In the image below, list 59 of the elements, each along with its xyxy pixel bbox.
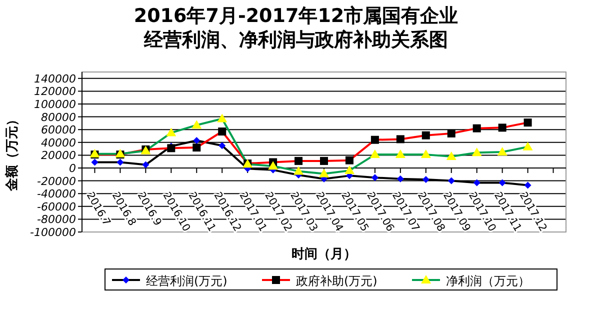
point xyxy=(396,135,404,144)
point xyxy=(371,174,378,182)
point xyxy=(472,124,481,132)
point xyxy=(344,166,354,174)
point xyxy=(319,168,329,178)
point xyxy=(446,151,456,160)
legend-label: 经营利润(万元) xyxy=(146,274,228,288)
y-tick-label: -20000 xyxy=(37,174,76,188)
point xyxy=(218,128,226,136)
point xyxy=(345,156,354,164)
legend-label: 政府补助(万元) xyxy=(296,274,378,288)
point xyxy=(473,179,480,186)
y-axis-title: 金额（万元） xyxy=(4,113,20,192)
point xyxy=(193,136,200,144)
y-tick-label: 40000 xyxy=(41,136,76,150)
point xyxy=(166,128,176,136)
point xyxy=(395,150,406,158)
y-tick-label: 80000 xyxy=(41,110,76,124)
point xyxy=(524,118,532,127)
chart-subtitle: 经营利润、净利润与政府补助关系图 xyxy=(143,29,448,51)
y-tick-label: -100000 xyxy=(30,226,76,239)
y-tick-label: -60000 xyxy=(37,200,76,214)
y-tick-label: -40000 xyxy=(37,188,76,201)
point xyxy=(218,142,226,150)
point xyxy=(422,131,430,140)
point xyxy=(320,156,328,165)
point xyxy=(396,175,404,182)
point xyxy=(167,144,176,152)
y-tick-label: 140000 xyxy=(34,72,76,86)
point xyxy=(498,179,506,186)
y-tick-label: -80000 xyxy=(37,213,76,226)
y-tick-label: 0 xyxy=(69,162,76,175)
y-tick-label: 120000 xyxy=(34,85,76,98)
x-axis-title: 时间（月） xyxy=(292,247,356,262)
point xyxy=(498,124,506,132)
point xyxy=(447,129,456,138)
point xyxy=(268,161,278,170)
point xyxy=(294,156,303,165)
point xyxy=(420,150,431,158)
y-tick-label: 60000 xyxy=(41,124,76,137)
point xyxy=(192,120,202,129)
y-tick-label: 20000 xyxy=(41,149,76,162)
point xyxy=(91,158,98,166)
point xyxy=(472,148,482,156)
point xyxy=(448,177,455,184)
point xyxy=(192,144,201,152)
point xyxy=(116,158,124,166)
legend-label: 净利润（万元） xyxy=(446,274,530,288)
point xyxy=(522,142,533,150)
y-tick-label: 100000 xyxy=(34,98,76,111)
point xyxy=(524,182,532,189)
point xyxy=(497,147,508,156)
point xyxy=(217,114,228,122)
point xyxy=(422,176,430,184)
chart-title: 2016年7月-2017年12市属国有企业 xyxy=(134,5,458,27)
point xyxy=(370,136,379,144)
point xyxy=(294,166,304,175)
point xyxy=(370,150,380,158)
point xyxy=(142,161,150,168)
